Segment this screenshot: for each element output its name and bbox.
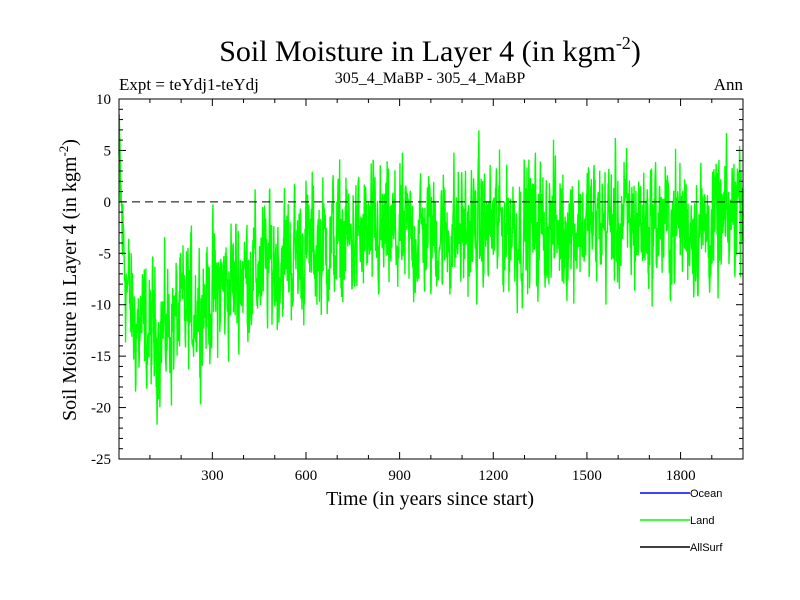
- y-axis: 10 5 0 -5 -10 -15 -20 -25: [91, 92, 743, 468]
- legend-item-land: Land: [640, 515, 714, 527]
- y-tick-label: -10: [91, 298, 111, 314]
- y-axis-label: Soil Moisture in Layer 4 (in kgm-2): [56, 139, 81, 421]
- x-tick-label: 1200: [478, 468, 508, 484]
- y-tick-label: -20: [91, 401, 111, 417]
- y-tick-label: 10: [96, 92, 111, 108]
- x-axis-label: Time (in years since start): [326, 488, 534, 510]
- plot-area: [118, 98, 744, 460]
- y-tick-label: -15: [91, 349, 111, 365]
- x-tick-label: 300: [201, 468, 224, 484]
- series-group: [118, 114, 744, 425]
- y-tick-label: 5: [104, 143, 112, 159]
- x-tick-label: 900: [388, 468, 411, 484]
- x-axis: 300 600 900 1200 1500 1800: [149, 99, 713, 484]
- y-tick-label: -25: [91, 452, 111, 468]
- chart-title: Soil Moisture in Layer 4 (in kgm-2): [219, 33, 641, 68]
- period-label: 305_4_MaBP - 305_4_MaBP: [335, 70, 526, 87]
- series-land-line: [118, 114, 744, 425]
- legend-item-allsurf: AllSurf: [640, 542, 723, 554]
- season-label: Ann: [714, 75, 744, 94]
- y-tick-label: -5: [99, 246, 112, 262]
- x-tick-label: 1500: [572, 468, 602, 484]
- legend: Ocean Land AllSurf: [640, 488, 723, 554]
- y-tick-label: 0: [104, 195, 112, 211]
- legend-label-land: Land: [690, 515, 714, 527]
- x-tick-label: 600: [295, 468, 318, 484]
- experiment-label: Expt = teYdj1-teYdj: [119, 75, 259, 94]
- legend-label-allsurf: AllSurf: [690, 542, 723, 554]
- legend-label-ocean: Ocean: [690, 488, 722, 500]
- legend-item-ocean: Ocean: [640, 488, 722, 500]
- x-tick-label: 1800: [666, 468, 696, 484]
